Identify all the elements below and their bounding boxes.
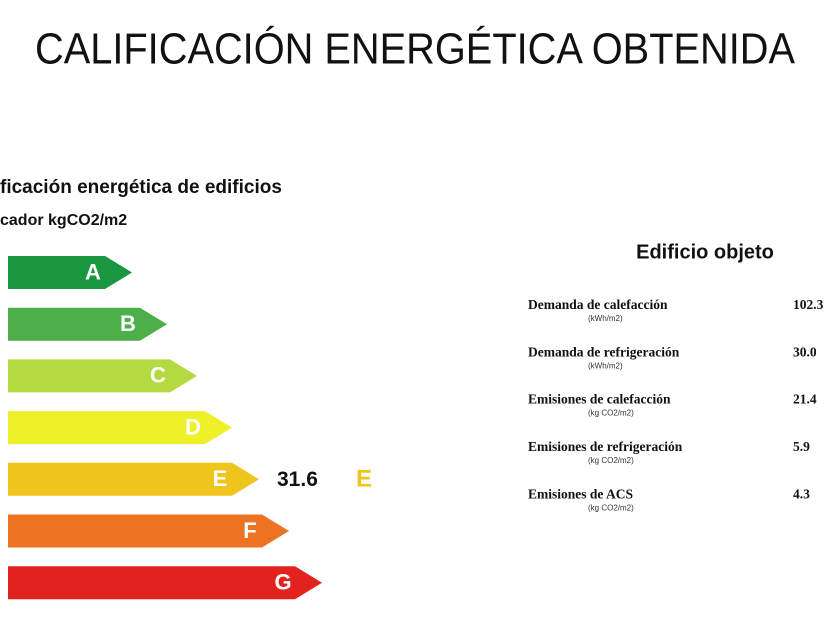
rating-letter: C: [150, 363, 166, 388]
rating-letter: G: [274, 570, 291, 595]
row-value: 30.0: [793, 344, 817, 359]
rating-letter: D: [185, 414, 201, 439]
rating-bar: [8, 411, 232, 445]
building-title: Edificio objeto: [636, 241, 774, 263]
row-value: 102.3: [793, 297, 824, 312]
row-label: Emisiones de refrigeración: [528, 439, 683, 454]
row-unit: (kWh/m2): [588, 314, 623, 323]
rating-bar: [8, 514, 289, 548]
scale-subtitle: cador kgCO2/m2: [0, 212, 127, 229]
row-value: 5.9: [793, 439, 810, 454]
rating-letter: B: [120, 311, 136, 336]
rating-letter: E: [213, 466, 228, 491]
row-value: 21.4: [793, 392, 817, 407]
scale-title: ficación energética de edificios: [0, 177, 282, 198]
result-value: 31.6: [277, 468, 318, 491]
rating-bar: [8, 566, 322, 600]
result-letter: E: [356, 466, 372, 493]
rating-bar: [8, 359, 197, 393]
rating-letter: A: [85, 259, 101, 284]
rating-bar: [8, 307, 167, 341]
row-label: Emisiones de ACS: [528, 486, 633, 501]
rating-letter: F: [243, 518, 256, 543]
rating-bar: [8, 462, 259, 496]
row-unit: (kg CO2/m2): [588, 409, 634, 418]
row-unit: (kg CO2/m2): [588, 456, 634, 465]
page-title: CALIFICACIÓN ENERGÉTICA OBTENIDA: [35, 25, 796, 74]
row-unit: (kg CO2/m2): [588, 503, 634, 512]
row-label: Emisiones de calefacción: [528, 392, 671, 407]
rating-bar: [8, 256, 132, 289]
row-label: Demanda de calefacción: [528, 297, 668, 312]
row-unit: (kWh/m2): [588, 361, 623, 370]
row-label: Demanda de refrigeración: [528, 344, 680, 359]
row-value: 4.3: [793, 486, 810, 501]
